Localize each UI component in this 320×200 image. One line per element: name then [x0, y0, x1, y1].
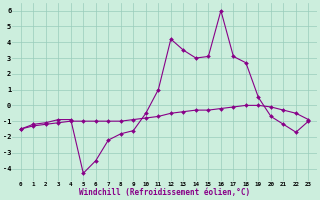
X-axis label: Windchill (Refroidissement éolien,°C): Windchill (Refroidissement éolien,°C) [79, 188, 250, 197]
